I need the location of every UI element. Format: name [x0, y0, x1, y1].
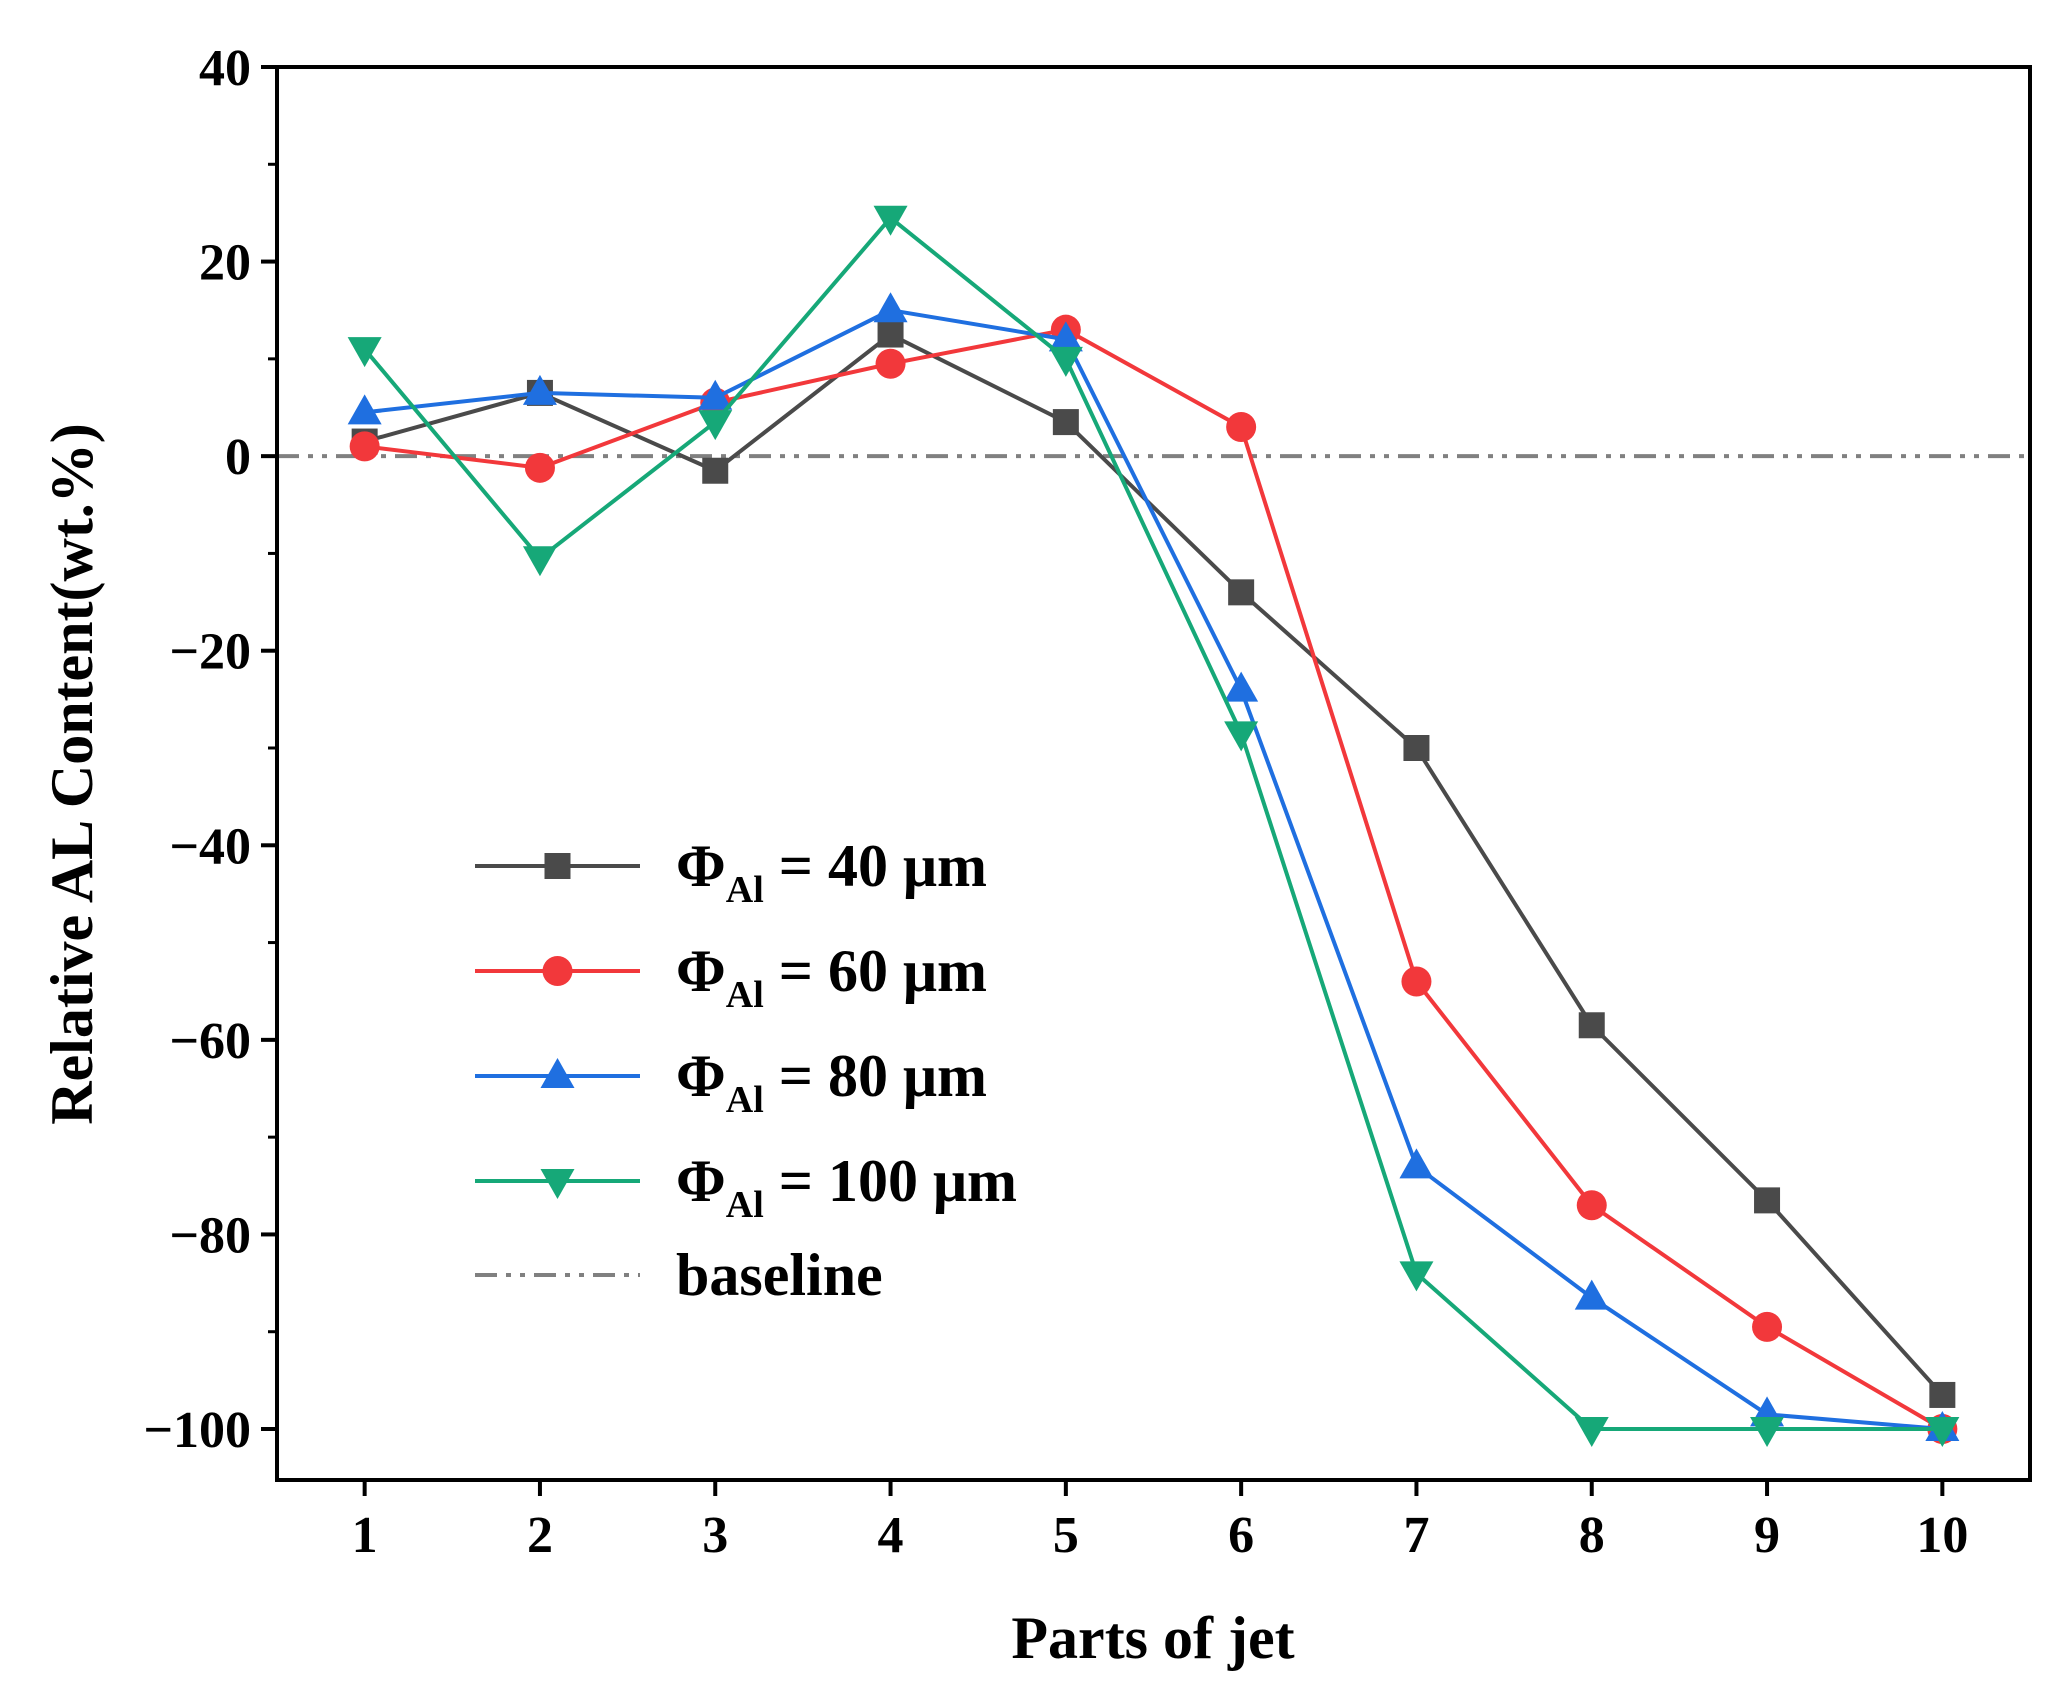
- legend-label-symbol: Φ: [676, 938, 726, 1004]
- series-3-point: [347, 394, 382, 425]
- legend-label-value: = 80 μm: [764, 1043, 987, 1109]
- x-tick-label: 9: [1754, 1507, 1780, 1564]
- y-tick-label: −40: [169, 818, 251, 875]
- x-tick-label: 10: [1916, 1507, 1968, 1564]
- y-tick-label: −80: [169, 1207, 251, 1264]
- series-2-point: [349, 431, 380, 462]
- series-3-point: [1048, 321, 1083, 352]
- legend-label-value: = 40 μm: [764, 833, 987, 899]
- series-3-point: [873, 292, 908, 323]
- y-tick-label: 0: [225, 429, 251, 486]
- series-4-line: [363, 215, 1943, 1431]
- y-tick-label: −100: [143, 1402, 251, 1459]
- y-tick-label: 20: [199, 235, 251, 292]
- x-axis-title: Parts of jet: [1011, 1605, 1294, 1671]
- series-1-point: [1929, 1381, 1956, 1408]
- series-4: [347, 205, 1960, 1447]
- legend-label-symbol: Φ: [676, 833, 726, 899]
- series-3-line: [364, 308, 1943, 1431]
- x-tick-label: 3: [702, 1507, 728, 1564]
- x-tick-label: 1: [352, 1507, 378, 1564]
- series-4-point: [873, 205, 908, 236]
- series-1-point: [1754, 1187, 1781, 1214]
- legend-label-subscript: Al: [726, 869, 764, 911]
- y-tick-label: −60: [169, 1013, 251, 1070]
- series-2-point: [1401, 966, 1432, 997]
- series-3-point: [1224, 671, 1259, 702]
- series-1-point: [877, 321, 904, 348]
- y-axis-title: Relative AL Content(wt.%): [39, 423, 105, 1125]
- legend-label-symbol: Φ: [676, 1148, 726, 1214]
- legend-marker: [540, 1058, 575, 1088]
- y-tick-label: 40: [199, 40, 251, 97]
- series-3-point: [522, 374, 557, 405]
- series-4-point: [1574, 1417, 1609, 1447]
- legend-label: ΦAl = 80 μm: [676, 1043, 987, 1121]
- x-tick-label: 7: [1403, 1507, 1429, 1564]
- series-4-point: [1048, 346, 1083, 377]
- series-4-point: [1399, 1261, 1434, 1292]
- legend-item: ΦAl = 100 μm: [475, 1148, 1017, 1226]
- legend-baseline-label: baseline: [676, 1242, 883, 1308]
- legend-marker: [544, 853, 571, 879]
- series-1-point: [1228, 579, 1255, 606]
- series-4-point: [1750, 1417, 1785, 1447]
- series-3-point: [1399, 1148, 1434, 1179]
- series-4-point: [698, 410, 733, 441]
- series-2-point: [875, 348, 906, 379]
- legend-label-symbol: Φ: [676, 1043, 726, 1109]
- legend-marker: [540, 1169, 575, 1199]
- legend-label-value: = 100 μm: [764, 1148, 1017, 1214]
- series-2-point: [1226, 411, 1257, 442]
- legend-marker: [542, 956, 573, 986]
- legend-label-subscript: Al: [726, 1079, 764, 1121]
- series-2-point: [1576, 1190, 1607, 1221]
- series-2-point: [1752, 1311, 1783, 1342]
- series-1-point: [1052, 409, 1079, 436]
- x-tick-label: 5: [1053, 1507, 1079, 1564]
- series-1-point: [1403, 735, 1430, 761]
- series-3: [347, 292, 1960, 1441]
- legend-label: ΦAl = 100 μm: [676, 1148, 1017, 1226]
- legend-item: ΦAl = 40 μm: [475, 833, 987, 911]
- legend-item: ΦAl = 60 μm: [475, 938, 987, 1016]
- series-4-point: [1925, 1417, 1960, 1447]
- legend-label: ΦAl = 40 μm: [676, 833, 987, 911]
- legend-label-value: = 60 μm: [764, 938, 987, 1004]
- x-tick-label: 2: [527, 1507, 553, 1564]
- series-4-point: [1224, 721, 1259, 752]
- series-1-line: [364, 332, 1944, 1397]
- x-tick-label: 8: [1579, 1507, 1605, 1564]
- series-3-point: [1574, 1279, 1609, 1310]
- x-tick-label: 6: [1228, 1507, 1254, 1564]
- series-2-line: [364, 327, 1944, 1431]
- series-1-point: [702, 457, 729, 484]
- x-tick-label: 4: [878, 1507, 904, 1564]
- series-4-point: [522, 546, 557, 577]
- plot-frame: [275, 65, 2032, 1482]
- legend-label-subscript: Al: [726, 1184, 764, 1226]
- series-1-point: [1578, 1012, 1605, 1039]
- legend-item: ΦAl = 80 μm: [475, 1043, 987, 1121]
- series-4-point: [347, 337, 382, 368]
- legend-item-baseline: baseline: [475, 1242, 883, 1308]
- legend-label: ΦAl = 60 μm: [676, 938, 987, 1016]
- series-3-point: [698, 379, 733, 410]
- y-tick-label: −20: [169, 624, 251, 681]
- series-2-point: [524, 452, 555, 483]
- series-2: [349, 314, 1958, 1444]
- legend-label-subscript: Al: [726, 974, 764, 1016]
